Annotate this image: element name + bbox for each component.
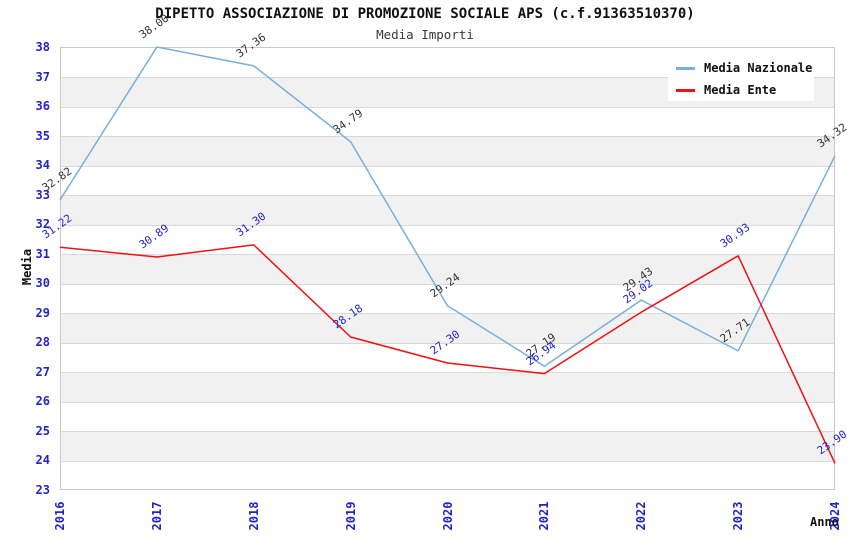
y-tick-label: 36 [35,99,50,114]
y-tick-label: 33 [35,187,50,202]
gridline [61,372,834,374]
x-tick-label: 2021 [537,501,552,531]
x-axis-title: Anno [810,515,839,529]
gridline [61,136,834,138]
y-tick-label: 25 [35,423,50,438]
legend-label-nazionale: Media Nazionale [704,61,813,75]
y-axis-title: Media [20,248,34,286]
x-tick-label: 2020 [440,501,455,531]
x-tick-label: 2018 [246,501,261,531]
y-tick-label: 24 [35,453,50,468]
legend-label-ente: Media Ente [704,83,777,97]
plot-area [60,47,835,490]
y-tick-label: 32 [35,217,50,232]
x-tick-label: 2017 [149,501,164,531]
chart-subtitle: Media Importi [376,27,474,42]
y-tick-label: 37 [35,69,50,84]
y-tick-label: 31 [35,246,50,261]
y-tick-label: 23 [35,483,50,497]
y-tick-label: 34 [35,158,50,173]
gridline [61,254,834,256]
legend: Media Nazionale Media Ente [668,57,814,101]
gridline [61,431,834,433]
y-tick-label: 35 [35,128,50,143]
x-tick-label: 2016 [53,501,67,531]
gridline [61,195,834,197]
y-tick-label: 27 [35,364,50,379]
x-tick-label: 2023 [731,501,746,531]
y-tick-label: 29 [35,305,50,320]
gridline [61,313,834,315]
y-tick-label: 30 [35,276,50,291]
gridline [61,106,834,108]
y-tick-label: 26 [35,394,50,409]
gridline [61,401,834,403]
y-tick-label: 38 [35,40,50,54]
gridline [61,224,834,226]
gridline [61,460,834,462]
x-tick-label: 2022 [634,501,649,531]
ente-line-marker-icon [676,88,695,92]
chart-title: DIPETTO ASSOCIAZIONE DI PROMOZIONE SOCIA… [155,6,695,22]
legend-item-ente: Media Ente [668,81,814,100]
legend-item-nazionale: Media Nazionale [668,59,814,78]
y-tick-label: 28 [35,335,50,350]
nazionale-line-marker-icon [676,66,695,70]
x-tick-label: 2019 [343,501,358,531]
gridline [61,165,834,167]
